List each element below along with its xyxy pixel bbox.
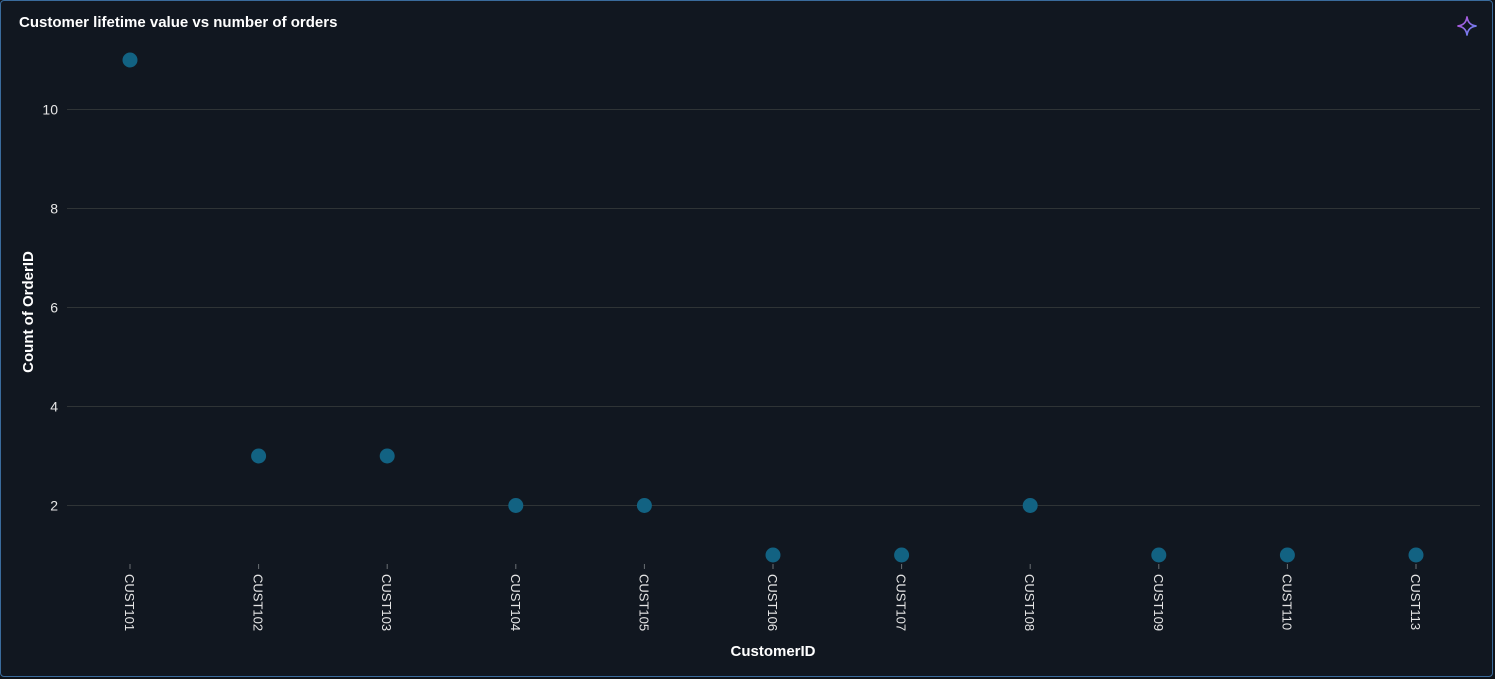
x-axis-ticks: CUST101 CUST102 CUST103 CUST104 CUST105 CUST1… (122, 564, 1423, 631)
x-tick-label: CUST108 (1022, 574, 1037, 631)
data-point-cust105[interactable] (636, 498, 652, 513)
y-tick-label: 2 (50, 498, 58, 514)
y-tick-label: 4 (50, 399, 58, 415)
x-tick-label: CUST107 (894, 574, 909, 631)
y-axis-label: Count of OrderID (20, 251, 37, 373)
x-tick-label: CUST101 (122, 574, 137, 631)
x-tick-label: CUST102 (251, 574, 266, 631)
data-point-cust101[interactable] (122, 52, 138, 68)
x-tick-label: CUST113 (1408, 574, 1423, 630)
x-tick-label: CUST106 (765, 574, 780, 631)
data-point-cust113[interactable] (1408, 547, 1424, 563)
data-point-cust106[interactable] (765, 547, 781, 563)
data-point-cust107[interactable] (894, 547, 910, 563)
x-tick-label: CUST104 (508, 574, 523, 631)
data-point-cust108[interactable] (1022, 498, 1038, 513)
x-axis-label: CustomerID (730, 643, 815, 660)
data-point-cust102[interactable] (251, 448, 267, 464)
data-points (122, 52, 1424, 563)
chart-title: Customer lifetime value vs number of ord… (19, 14, 338, 31)
data-point-cust103[interactable] (379, 448, 395, 464)
data-point-cust110[interactable] (1279, 547, 1295, 563)
y-tick-label: 8 (50, 201, 58, 217)
x-tick-label: CUST103 (379, 574, 394, 631)
x-tick-label: CUST110 (1279, 574, 1294, 630)
data-point-cust104[interactable] (508, 498, 524, 513)
y-axis-ticks: 2 4 6 8 10 (42, 102, 58, 514)
data-point-cust109[interactable] (1151, 547, 1167, 563)
y-tick-label: 6 (50, 300, 58, 316)
x-tick-label: CUST109 (1151, 574, 1166, 631)
y-tick-label: 10 (42, 102, 58, 118)
x-tick-label: CUST105 (636, 574, 651, 631)
gridlines (67, 109, 1480, 506)
sparkle-icon[interactable] (1456, 15, 1478, 37)
